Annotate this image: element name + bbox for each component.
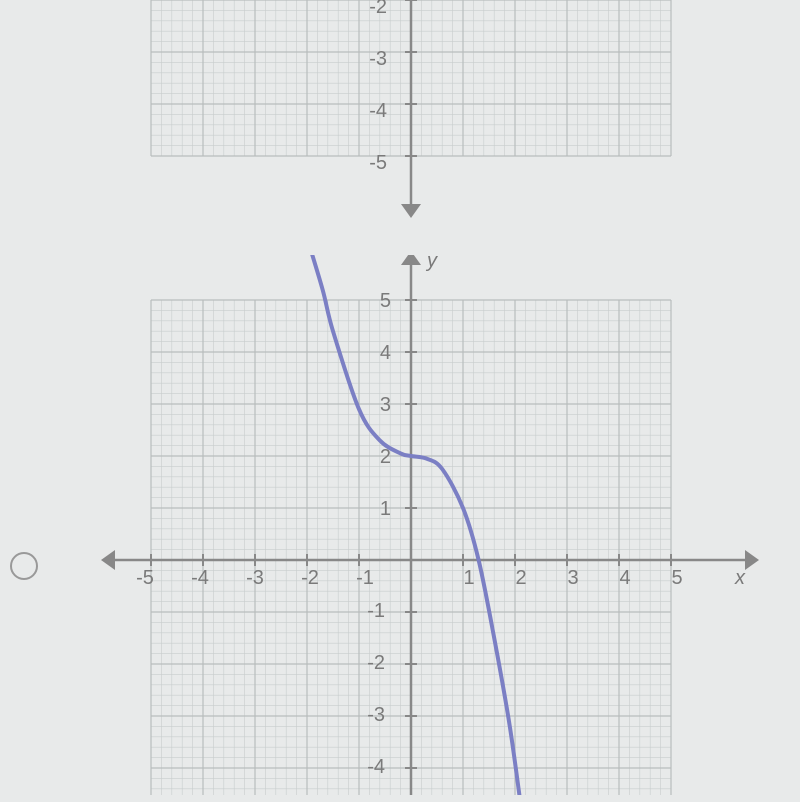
y-axis-tick-label: 3 (380, 394, 391, 416)
y-axis-tick-label: 1 (380, 498, 391, 520)
x-axis-tick-label: -3 (246, 567, 264, 589)
x-axis-tick-label: 4 (619, 567, 630, 589)
y-axis-tick-label: -2 (369, 0, 387, 18)
x-axis-tick-label: -2 (301, 567, 319, 589)
y-axis-tick-label: -3 (367, 704, 385, 726)
function-curve (307, 255, 531, 795)
x-axis-tick-label: 1 (463, 567, 474, 589)
x-axis-tick-label: 2 (515, 567, 526, 589)
y-axis-tick-label: -4 (367, 756, 385, 778)
y-axis-tick-label: 4 (380, 342, 391, 364)
y-axis-tick-label: -5 (369, 152, 387, 174)
coordinate-graph-top: -2 -3 -4 -5 (135, 0, 695, 220)
y-axis-tick-label: -1 (367, 600, 385, 622)
x-axis-tick-label: 5 (671, 567, 682, 589)
x-axis-tick-label: 3 (567, 567, 578, 589)
y-axis-tick-label: -3 (369, 48, 387, 70)
y-axis-label: y (425, 255, 438, 272)
x-axis-tick-label: -1 (356, 567, 374, 589)
x-axis-tick-label: -5 (136, 567, 154, 589)
coordinate-graph-bottom: -5-4-3-2-11234554321-1-2-3-4-5yx (55, 255, 765, 795)
x-axis-tick-label: -4 (191, 567, 209, 589)
x-axis-label: x (734, 567, 746, 589)
y-axis-tick-label: -2 (367, 652, 385, 674)
y-axis-tick-label: -4 (369, 100, 387, 122)
answer-radio[interactable] (10, 552, 38, 580)
y-axis-tick-label: 5 (380, 290, 391, 312)
